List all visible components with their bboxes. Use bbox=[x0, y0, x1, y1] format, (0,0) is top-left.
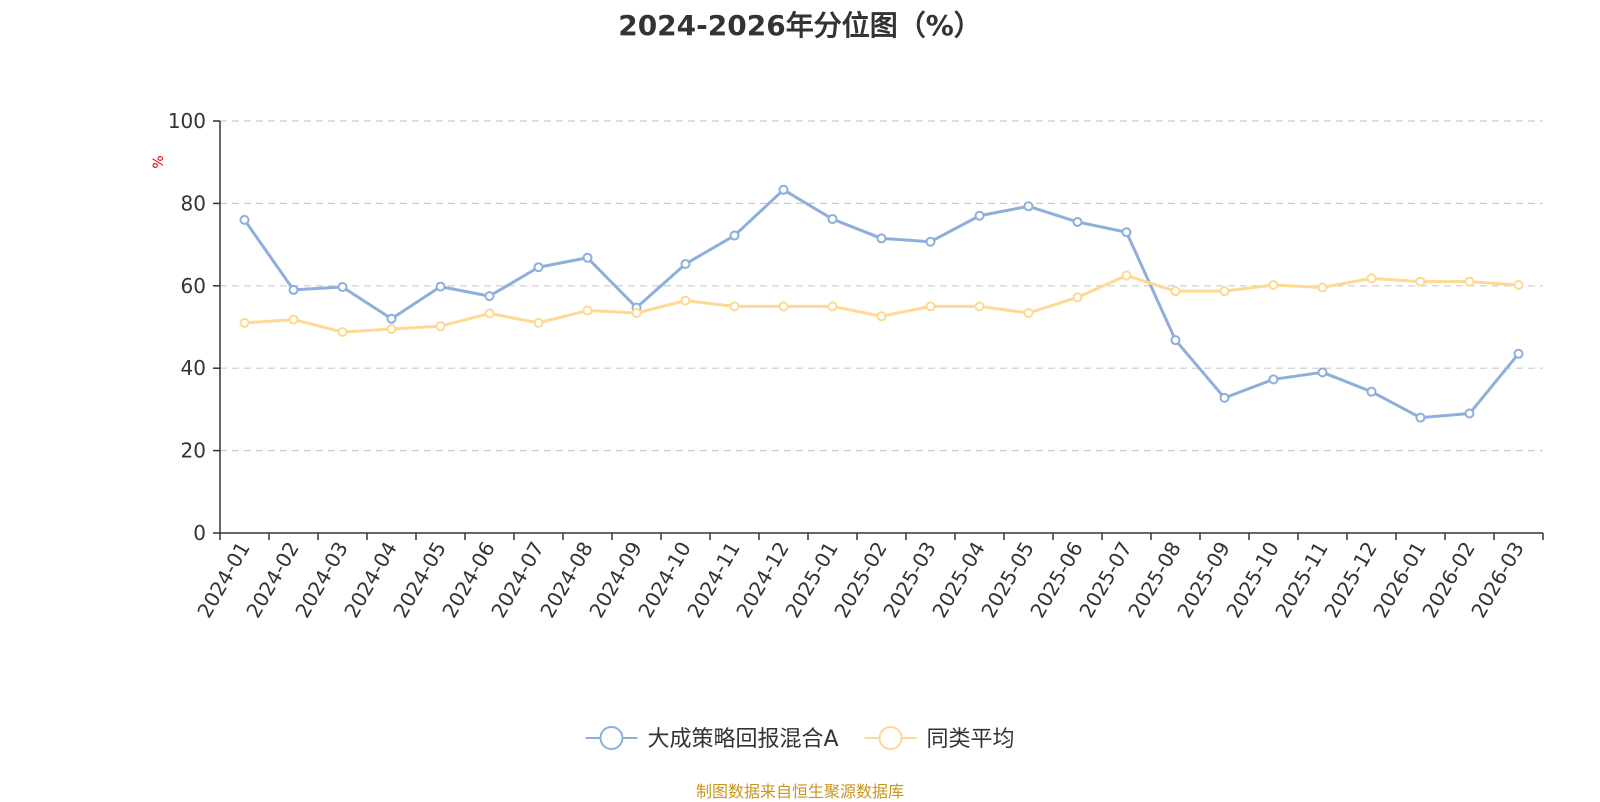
data-point bbox=[533, 262, 544, 273]
legend-label: 同类平均 bbox=[927, 727, 1015, 752]
y-axis-unit-label: % bbox=[151, 155, 167, 168]
data-point bbox=[925, 301, 936, 312]
data-point bbox=[288, 284, 299, 295]
series-line bbox=[243, 188, 1520, 420]
data-point bbox=[1317, 282, 1328, 293]
data-point bbox=[1464, 276, 1475, 287]
data-point bbox=[1415, 276, 1426, 287]
data-point bbox=[876, 233, 887, 244]
data-point bbox=[1268, 374, 1279, 385]
data-point bbox=[435, 281, 446, 292]
data-point bbox=[1023, 307, 1034, 318]
legend-label: 大成策略回报混合A bbox=[647, 727, 838, 752]
data-point bbox=[337, 282, 348, 293]
y-tick-label: 80 bbox=[181, 191, 206, 215]
data-point bbox=[1121, 270, 1132, 281]
data-point bbox=[827, 301, 838, 312]
data-point bbox=[729, 301, 740, 312]
data-point bbox=[680, 295, 691, 306]
data-point bbox=[239, 214, 250, 225]
data-point bbox=[876, 311, 887, 322]
data-point bbox=[484, 291, 495, 302]
data-point bbox=[1072, 292, 1083, 303]
grid-lines bbox=[220, 120, 1543, 452]
axes: 0204060801002024-012024-022024-032024-04… bbox=[168, 109, 1544, 622]
data-point bbox=[1268, 279, 1279, 290]
data-point bbox=[337, 326, 348, 337]
data-point bbox=[484, 308, 495, 319]
data-point bbox=[288, 314, 299, 325]
legend-symbol-circle bbox=[599, 726, 624, 750]
data-point bbox=[533, 317, 544, 328]
data-point bbox=[239, 317, 250, 328]
chart-title: 2024-2026年分位图（%） bbox=[618, 9, 982, 42]
series-line bbox=[244, 274, 1519, 334]
data-point bbox=[435, 321, 446, 332]
data-point bbox=[778, 184, 789, 195]
data-point bbox=[974, 301, 985, 312]
series-lines bbox=[239, 184, 1524, 423]
data-point bbox=[974, 210, 985, 221]
data-point bbox=[386, 313, 397, 324]
y-tick-label: 60 bbox=[181, 274, 206, 298]
legend-item[interactable]: 大成策略回报混合A bbox=[585, 726, 839, 752]
y-tick-label: 40 bbox=[181, 356, 206, 380]
data-point bbox=[1366, 386, 1377, 397]
data-point bbox=[1170, 286, 1181, 297]
data-point bbox=[1513, 348, 1524, 359]
data-point bbox=[582, 305, 593, 316]
data-point bbox=[582, 252, 593, 263]
data-point bbox=[1219, 286, 1230, 297]
source-note: 制图数据来自恒生聚源数据库 bbox=[695, 782, 904, 801]
data-point bbox=[1121, 227, 1132, 238]
data-point bbox=[729, 230, 740, 241]
data-point bbox=[631, 307, 642, 318]
data-point bbox=[827, 214, 838, 225]
data-point bbox=[1170, 335, 1181, 346]
data-point bbox=[1023, 201, 1034, 212]
data-point bbox=[1513, 279, 1524, 290]
data-point bbox=[1366, 273, 1377, 284]
data-point bbox=[1415, 412, 1426, 423]
data-point bbox=[925, 236, 936, 247]
data-point bbox=[778, 301, 789, 312]
data-point bbox=[1464, 408, 1475, 419]
legend[interactable]: 大成策略回报混合A 同类平均 bbox=[585, 726, 1015, 752]
data-point bbox=[1219, 392, 1230, 403]
y-tick-label: 0 bbox=[193, 521, 206, 545]
series-2 bbox=[239, 270, 1524, 337]
data-point bbox=[1317, 367, 1328, 378]
legend-symbol-circle bbox=[878, 726, 903, 750]
data-point bbox=[386, 324, 397, 335]
data-point bbox=[680, 258, 691, 269]
y-tick-label: 100 bbox=[168, 109, 206, 133]
y-tick-label: 20 bbox=[181, 439, 206, 463]
data-point bbox=[1072, 216, 1083, 227]
legend-item[interactable]: 同类平均 bbox=[864, 726, 1015, 752]
series-1 bbox=[239, 184, 1524, 423]
